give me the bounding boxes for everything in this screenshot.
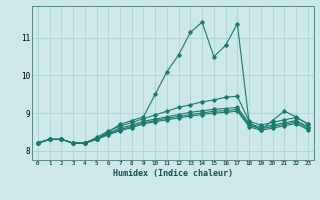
X-axis label: Humidex (Indice chaleur): Humidex (Indice chaleur) (113, 169, 233, 178)
